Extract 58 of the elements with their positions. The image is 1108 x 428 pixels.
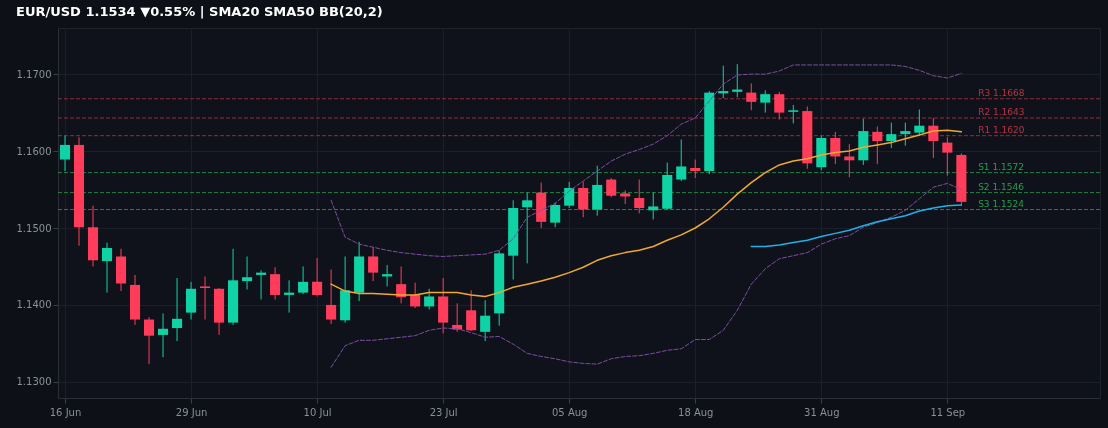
candlestick (690, 159, 701, 179)
candlestick (101, 242, 113, 294)
ref-line-label: R1 1.1620 (978, 124, 1025, 135)
x-tick-label: 23 Jul (429, 406, 458, 418)
line-series (330, 64, 962, 257)
candlestick (746, 82, 757, 111)
y-tick-label: 1.1700 (16, 68, 52, 80)
candlestick (942, 136, 953, 177)
candlestick (788, 104, 799, 124)
ref-line-label: R2 1.1643 (978, 107, 1025, 117)
candlestick (844, 143, 855, 178)
candlestick (242, 255, 253, 291)
y-tick-label: 1.1600 (16, 145, 52, 157)
x-tick-label: 11 Sep (930, 406, 966, 418)
candlestick (424, 288, 435, 311)
candlestick (760, 89, 771, 114)
candlestick (410, 282, 421, 309)
candlestick (578, 181, 589, 218)
x-tick-label: 31 Aug (804, 406, 840, 418)
x-tick-label: 10 Jul (303, 406, 332, 418)
candlestick (158, 312, 169, 358)
candlestick (648, 192, 659, 221)
candlestick (634, 179, 645, 214)
line-series (750, 204, 963, 248)
candlestick (368, 246, 379, 282)
candlestick (186, 281, 197, 321)
y-tick-label: 1.1300 (16, 376, 52, 388)
candlestick (872, 125, 883, 165)
y-tick-label: 1.1400 (16, 299, 52, 311)
x-tick-label: 18 Aug (678, 406, 714, 418)
candlestick (172, 277, 183, 342)
candlestick (550, 202, 561, 228)
candlestick (564, 181, 575, 209)
candlestick (326, 269, 337, 325)
y-tick-label: 1.1500 (16, 222, 52, 234)
x-tick-label: 05 Aug (551, 406, 588, 418)
candlestick (676, 139, 687, 182)
candlestick (480, 299, 491, 342)
chart-title: EUR/USD 1.1534 ▼0.55% | SMA20 SMA50 BB(20,2) (16, 4, 383, 19)
candlestick (200, 275, 211, 321)
candlestick (606, 177, 617, 198)
candlestick (774, 91, 785, 121)
ref-line-label: S2 1.1546 (978, 181, 1025, 192)
ref-line-label: S1 1.1572 (978, 161, 1024, 172)
candlestick (522, 192, 533, 264)
candlestick (466, 289, 477, 332)
candlestick (900, 122, 911, 147)
ref-line-label: S3 1.1524 (978, 198, 1025, 209)
candlestick (312, 257, 323, 297)
candlestick (886, 122, 897, 149)
line-series (330, 182, 962, 368)
candlestick (914, 109, 925, 137)
ref-line-label: R3 1.1668 (978, 87, 1025, 98)
x-tick-label: 16 Jun (49, 406, 82, 418)
candlestick (143, 316, 155, 365)
x-tick-label: 29 Jun (175, 406, 208, 418)
candlestick (270, 266, 281, 301)
candlestick (298, 265, 309, 295)
